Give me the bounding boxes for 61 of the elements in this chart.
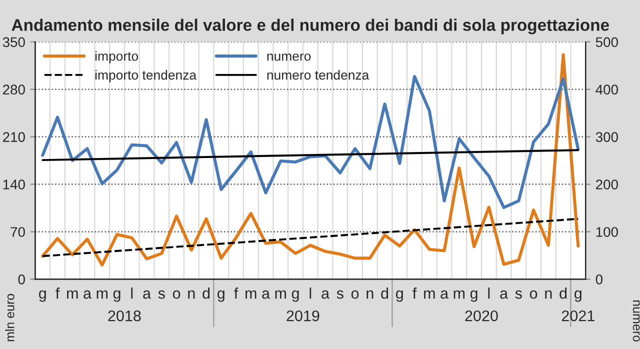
y2-tick-label: 100 <box>596 227 618 237</box>
x-tick-label: g <box>218 290 224 302</box>
x-tick-label: g <box>292 290 299 302</box>
chart-title: Andamento mensile del valore e del numero dei bandi di sola progettazione <box>12 18 609 34</box>
x-tick-label: f <box>412 288 417 299</box>
x-tick-label: d <box>202 288 210 299</box>
x-tick-label: n <box>545 290 552 299</box>
y2-tick-label: 200 <box>596 180 618 190</box>
x-tick-label: a <box>262 290 270 299</box>
legend-label: importo tendenza <box>95 70 197 82</box>
y-tick-label: 210 <box>3 132 25 142</box>
x-tick-label: g <box>39 290 46 302</box>
x-tick-label: d <box>381 288 388 299</box>
x-tick-label: f <box>234 288 238 299</box>
x-tick-label: l <box>131 288 133 299</box>
x-tick-label: g <box>574 290 582 302</box>
y2-tick-label: 300 <box>596 132 618 142</box>
text: 2019 <box>286 310 320 322</box>
y-tick-label: 140 <box>3 180 25 190</box>
x-tick-label: a <box>84 290 92 299</box>
y2-axis-title: numero <box>632 300 640 342</box>
x-tick-label: g <box>113 290 120 302</box>
x-tick-label: m <box>424 290 435 299</box>
text: 2020 <box>465 310 498 322</box>
y-tick-label: 0 <box>18 274 25 284</box>
y-tick-label: 350 <box>2 37 25 48</box>
x-tick-label: a <box>322 290 330 299</box>
x-tick-label: l <box>310 288 312 299</box>
x-tick-label: a <box>500 290 508 299</box>
x-tick-label: n <box>188 290 195 299</box>
line-series <box>41 53 580 266</box>
y2-tick-label: 500 <box>596 37 618 48</box>
y-tick-label: 70 <box>10 227 25 237</box>
x-tick-label: o <box>351 290 359 299</box>
x-tick-label: d <box>560 288 567 299</box>
legend-label: numero <box>267 54 311 61</box>
x-tick-label: o <box>172 290 180 299</box>
x-tick-label: o <box>530 290 538 299</box>
x-tick-label: g <box>470 290 478 302</box>
x-tick-label: m <box>96 290 108 299</box>
x-tick-label: m <box>275 290 286 299</box>
text: 2018 <box>108 310 141 322</box>
x-tick-label: m <box>454 290 465 299</box>
text: 2021 <box>562 310 594 322</box>
x-tick-label: a <box>143 290 152 299</box>
y2-tick-label: 400 <box>596 84 618 95</box>
y2-tick-label: 0 <box>596 274 603 284</box>
x-tick-label: m <box>67 290 78 299</box>
y-axis-title: mln euro <box>5 294 14 342</box>
x-tick-label: s <box>336 290 344 299</box>
x-tick-label: l <box>488 288 490 299</box>
x-tick-label: n <box>366 290 374 299</box>
x-tick-label: g <box>396 290 403 302</box>
x-tick-label: s <box>515 290 522 299</box>
x-tick-label: f <box>56 288 60 299</box>
x-tick-label: a <box>440 290 449 299</box>
x-tick-label: m <box>246 290 256 299</box>
legend-label: numero tendenza <box>267 70 370 80</box>
legend-label: importo <box>95 51 138 64</box>
y-tick-label: 280 <box>3 84 25 95</box>
x-tick-label: s <box>158 290 165 299</box>
